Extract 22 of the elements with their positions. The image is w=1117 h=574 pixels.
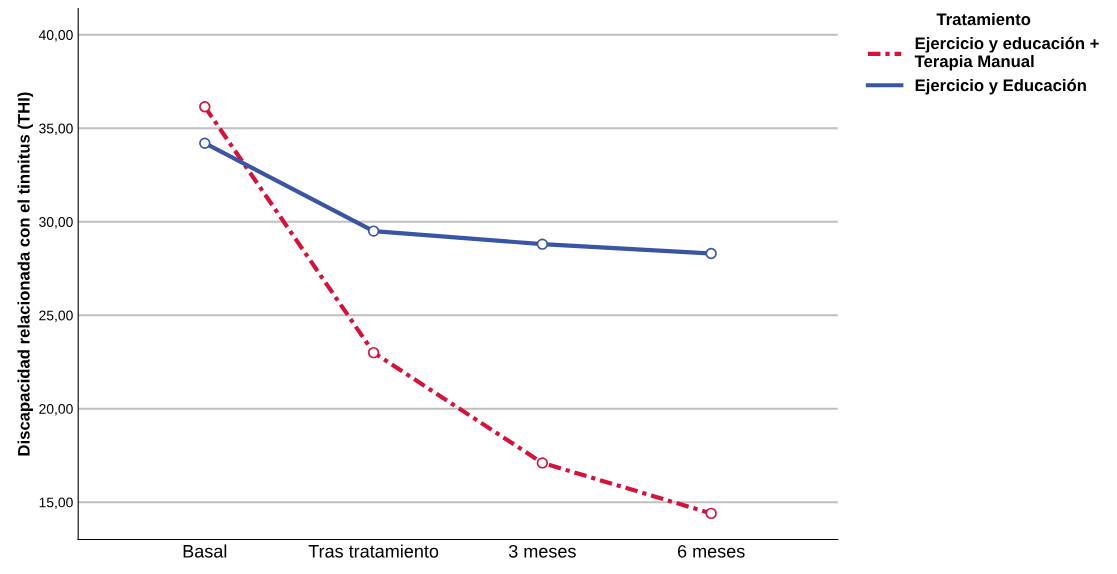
- y-tick-label: 20,00: [39, 404, 73, 416]
- y-tick-label: 40,00: [38, 30, 73, 42]
- legend-title: Tratamiento: [936, 12, 1031, 26]
- x-tick-label: 3 meses: [508, 544, 576, 558]
- point: [367, 346, 380, 359]
- point: [199, 101, 211, 113]
- point: [536, 457, 549, 469]
- legend-label: Ejercicio y Educación: [915, 78, 1086, 95]
- point: [536, 238, 549, 250]
- y-tick-label: 35,00: [39, 123, 73, 136]
- x-tick-label: Basal: [183, 544, 227, 558]
- legend-label: Ejercicio y educación + Terapia Manual: [914, 36, 1099, 71]
- x-tick-label: Tras tratamiento: [308, 544, 439, 558]
- y-axis-title: Discapacidad relacionada con el tinnitus (THI): [17, 92, 34, 456]
- point: [199, 137, 211, 149]
- y-tick-label: 30,00: [39, 217, 73, 229]
- y-tick-label: 25,00: [39, 310, 73, 323]
- x-tick-label: 6 meses: [677, 544, 745, 558]
- point: [705, 247, 717, 260]
- point: [367, 225, 380, 237]
- y-tick-label: 15,00: [39, 497, 73, 509]
- point: [705, 507, 717, 520]
